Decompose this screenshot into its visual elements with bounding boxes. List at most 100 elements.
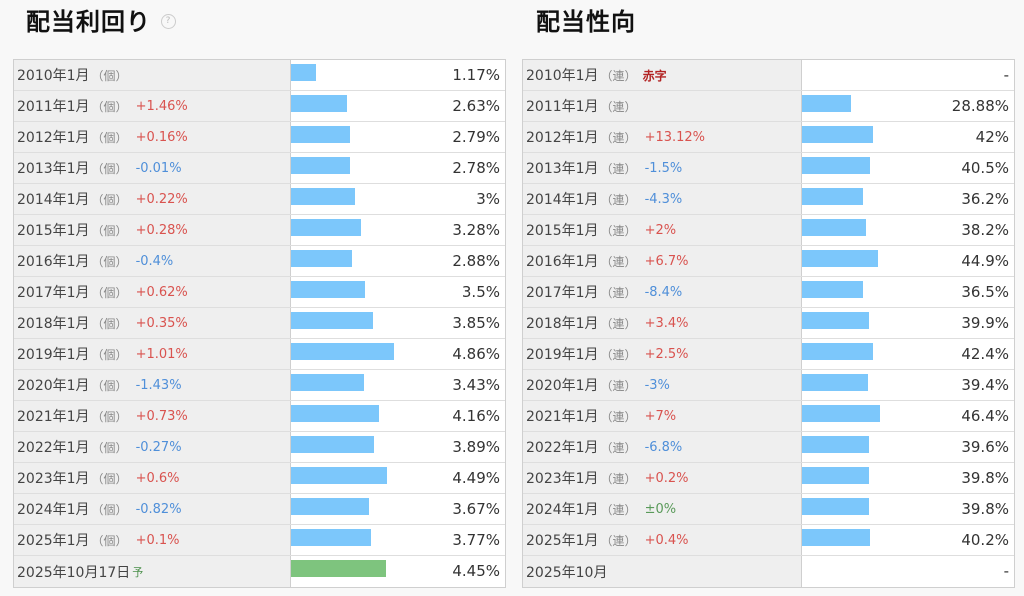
basis-tag: （個） xyxy=(91,316,128,331)
value-text: 44.9% xyxy=(961,252,1009,270)
payout-row-label-cell: 2019年1月 （連） +2.5% xyxy=(523,339,802,369)
payout-row-label-cell: 2025年10月 xyxy=(523,556,802,587)
yield-bar-cell: 4.16% xyxy=(291,401,505,431)
period-label: 2013年1月 xyxy=(526,161,599,177)
period-label: 2017年1月 xyxy=(526,285,599,301)
basis-tag: （連） xyxy=(600,130,637,145)
basis-tag: （連） xyxy=(600,68,637,83)
value-text: 3.77% xyxy=(452,531,500,549)
change-value: -0.27% xyxy=(135,439,182,455)
payout-bar-cell: 28.88% xyxy=(802,91,1014,121)
period-label: 2018年1月 xyxy=(17,316,90,332)
payout-row: 2020年1月 （連） -3% 39.4% xyxy=(523,370,1014,401)
yield-bar-cell: 4.86% xyxy=(291,339,505,369)
basis-tag: （個） xyxy=(91,192,128,207)
payout-bar-cell: 42.4% xyxy=(802,339,1014,369)
period-label: 2019年1月 xyxy=(526,347,599,363)
basis-tag: （連） xyxy=(600,378,637,393)
period-label: 2017年1月 xyxy=(17,285,90,301)
payout-bar-cell: 39.9% xyxy=(802,308,1014,338)
change-value: +7% xyxy=(644,408,677,424)
value-text: 4.45% xyxy=(452,562,500,580)
value-text: 3.5% xyxy=(461,283,500,301)
change-value: ±0% xyxy=(644,501,677,517)
value-bar xyxy=(291,188,355,205)
value-text: 36.5% xyxy=(961,283,1009,301)
period-label: 2025年1月 xyxy=(526,533,599,549)
payout-bar-cell: 40.5% xyxy=(802,153,1014,183)
yield-row: 2025年10月17日予 4.45% xyxy=(14,556,505,587)
period-label: 2012年1月 xyxy=(17,130,90,146)
payout-row-label-cell: 2018年1月 （連） +3.4% xyxy=(523,308,802,338)
dividend-yield-title-text: 配当利回り xyxy=(26,8,151,36)
value-bar xyxy=(802,250,878,267)
period-label: 2024年1月 xyxy=(17,502,90,518)
question-circle-icon[interactable]: ? xyxy=(161,13,176,29)
period-label: 2012年1月 xyxy=(526,130,599,146)
yield-row: 2015年1月 （個） +0.28% 3.28% xyxy=(14,215,505,246)
payout-bar-cell: - xyxy=(802,60,1014,90)
change-value: +6.7% xyxy=(644,253,689,269)
payout-row: 2022年1月 （連） -6.8% 39.6% xyxy=(523,432,1014,463)
yield-bar-cell: 3.67% xyxy=(291,494,505,524)
value-bar xyxy=(802,95,851,112)
payout-row: 2025年1月 （連） +0.4% 40.2% xyxy=(523,525,1014,556)
payout-bar-cell: 44.9% xyxy=(802,246,1014,276)
value-bar xyxy=(291,250,352,267)
payout-bar-cell: 36.5% xyxy=(802,277,1014,307)
yield-bar-cell: 3.43% xyxy=(291,370,505,400)
yield-row-label-cell: 2011年1月 （個） +1.46% xyxy=(14,91,291,121)
value-bar xyxy=(802,188,863,205)
change-value: -0.82% xyxy=(135,501,182,517)
yield-row-label-cell: 2022年1月 （個） -0.27% xyxy=(14,432,291,462)
period-label: 2021年1月 xyxy=(526,409,599,425)
value-bar xyxy=(291,312,373,329)
period-label: 2021年1月 xyxy=(17,409,90,425)
value-bar xyxy=(802,157,870,174)
yield-bar-cell: 3.85% xyxy=(291,308,505,338)
yield-row: 2020年1月 （個） -1.43% 3.43% xyxy=(14,370,505,401)
yield-row: 2025年1月 （個） +0.1% 3.77% xyxy=(14,525,505,556)
yield-bar-cell: 3.28% xyxy=(291,215,505,245)
basis-tag: （個） xyxy=(91,254,128,269)
basis-tag: （個） xyxy=(91,533,128,548)
change-value: -1.43% xyxy=(135,377,182,393)
yield-row: 2022年1月 （個） -0.27% 3.89% xyxy=(14,432,505,463)
payout-row-label-cell: 2021年1月 （連） +7% xyxy=(523,401,802,431)
payout-row: 2011年1月 （連） 28.88% xyxy=(523,91,1014,122)
yield-row-label-cell: 2015年1月 （個） +0.28% xyxy=(14,215,291,245)
payout-row-label-cell: 2015年1月 （連） +2% xyxy=(523,215,802,245)
yield-bar-cell: 2.88% xyxy=(291,246,505,276)
payout-bar-cell: 39.8% xyxy=(802,494,1014,524)
basis-tag: （個） xyxy=(91,68,128,83)
payout-row-label-cell: 2012年1月 （連） +13.12% xyxy=(523,122,802,152)
value-text: - xyxy=(1003,562,1009,580)
payout-bar-cell: 39.8% xyxy=(802,463,1014,493)
change-value: +1.01% xyxy=(135,346,188,362)
yield-bar-cell: 2.63% xyxy=(291,91,505,121)
change-value: +0.4% xyxy=(644,532,689,548)
value-bar xyxy=(291,529,371,546)
payout-row-label-cell: 2013年1月 （連） -1.5% xyxy=(523,153,802,183)
yield-bar-cell: 3% xyxy=(291,184,505,214)
payout-row: 2014年1月 （連） -4.3% 36.2% xyxy=(523,184,1014,215)
period-label: 2022年1月 xyxy=(526,440,599,456)
value-bar xyxy=(291,467,387,484)
payout-bar-cell: 46.4% xyxy=(802,401,1014,431)
value-text: 46.4% xyxy=(961,407,1009,425)
value-bar xyxy=(802,436,869,453)
basis-tag: （連） xyxy=(600,347,637,362)
value-bar xyxy=(802,498,869,515)
value-text: 3.89% xyxy=(452,438,500,456)
payout-row: 2016年1月 （連） +6.7% 44.9% xyxy=(523,246,1014,277)
value-bar xyxy=(291,281,365,298)
value-bar xyxy=(291,64,316,81)
value-text: 39.6% xyxy=(961,438,1009,456)
change-value: +13.12% xyxy=(644,129,706,145)
yield-row: 2024年1月 （個） -0.82% 3.67% xyxy=(14,494,505,525)
change-value: -1.5% xyxy=(644,160,683,176)
value-text: - xyxy=(1003,66,1009,84)
payout-row: 2025年10月 - xyxy=(523,556,1014,587)
value-text: 42% xyxy=(975,128,1009,146)
yield-bar-cell: 3.89% xyxy=(291,432,505,462)
